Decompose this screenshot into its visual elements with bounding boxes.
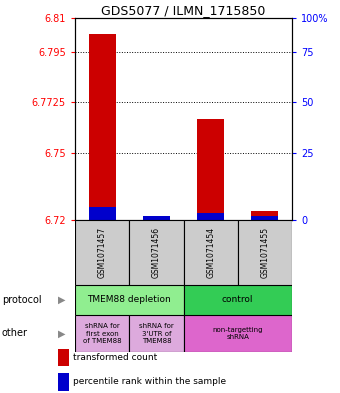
Text: protocol: protocol: [2, 295, 41, 305]
Bar: [75, 315, 129, 352]
Bar: [184, 220, 238, 285]
Bar: [58, 373, 69, 391]
Text: percentile rank within the sample: percentile rank within the sample: [73, 377, 226, 386]
Text: other: other: [2, 329, 28, 338]
Text: ▶: ▶: [58, 329, 65, 338]
Bar: [238, 220, 292, 285]
Title: GDS5077 / ILMN_1715850: GDS5077 / ILMN_1715850: [101, 4, 266, 17]
Text: GSM1071457: GSM1071457: [98, 227, 107, 278]
Text: ▶: ▶: [58, 295, 65, 305]
Text: non-targetting
shRNA: non-targetting shRNA: [212, 327, 263, 340]
Text: GSM1071454: GSM1071454: [206, 227, 215, 278]
Bar: [197, 213, 224, 220]
Bar: [58, 349, 69, 366]
Bar: [251, 211, 278, 220]
Text: control: control: [222, 296, 254, 305]
Bar: [197, 119, 224, 220]
Bar: [129, 220, 184, 285]
Bar: [251, 215, 278, 220]
Bar: [184, 285, 292, 315]
Bar: [184, 315, 292, 352]
Text: GSM1071456: GSM1071456: [152, 227, 161, 278]
Text: transformed count: transformed count: [73, 353, 157, 362]
Bar: [88, 34, 116, 220]
Bar: [75, 220, 129, 285]
Text: GSM1071455: GSM1071455: [260, 227, 269, 278]
Text: TMEM88 depletion: TMEM88 depletion: [87, 296, 171, 305]
Bar: [88, 207, 116, 220]
Text: shRNA for
3'UTR of
TMEM88: shRNA for 3'UTR of TMEM88: [139, 323, 174, 344]
Bar: [129, 315, 184, 352]
Text: shRNA for
first exon
of TMEM88: shRNA for first exon of TMEM88: [83, 323, 121, 344]
Bar: [143, 215, 170, 220]
Bar: [75, 285, 184, 315]
